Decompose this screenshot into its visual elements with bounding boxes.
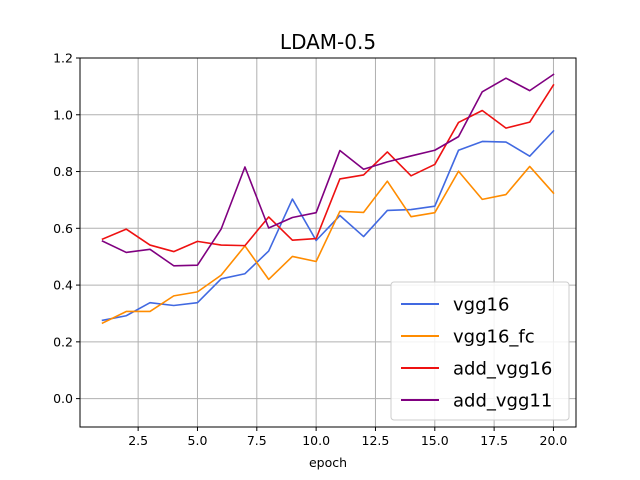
series-line-vgg16-fc: [101, 165, 555, 325]
y-tick-label: 0.8: [53, 164, 73, 179]
x-tick-label: 20.0: [540, 433, 568, 448]
tick-layer: 2.5 5.0 7.5 10.0 12.5 15.0 17.5 20.0 0.0 0.2 0.4 0.…: [53, 51, 567, 449]
legend-label-add-vgg11: add_vgg11: [453, 391, 552, 412]
legend-label-vgg16: vgg16: [453, 295, 509, 316]
x-axis-title: epoch: [309, 455, 347, 470]
x-tick-label: 10.0: [302, 433, 330, 448]
series-line-add-vgg16: [101, 83, 555, 253]
legend: vgg16 vgg16_fc add_vgg16 add_vgg11: [390, 281, 570, 421]
x-tick-label: 5.0: [188, 433, 208, 448]
x-tick-label: 12.5: [362, 433, 390, 448]
y-tick-label: 0.0: [53, 391, 73, 406]
x-tick-label: 17.5: [480, 433, 508, 448]
y-tick-label: 0.2: [53, 334, 73, 349]
y-tick-label: 0.4: [53, 278, 73, 293]
legend-label-add-vgg16: add_vgg16: [453, 359, 552, 380]
y-tick-label: 1.2: [53, 51, 73, 66]
plot-frame: [79, 57, 577, 428]
x-tick-label: 7.5: [247, 433, 267, 448]
legend-box: [390, 281, 570, 421]
x-tick-label: 15.0: [421, 433, 449, 448]
series-line-add-vgg11: [101, 73, 555, 267]
chart-title: LDAM-0.5: [280, 30, 376, 54]
y-tick-label: 0.6: [53, 221, 73, 236]
x-tick-label: 2.5: [128, 433, 148, 448]
series-line-vgg16: [101, 129, 555, 322]
series-layer: [101, 73, 555, 325]
legend-label-vgg16-fc: vgg16_fc: [453, 327, 535, 348]
y-tick-label: 1.0: [53, 107, 73, 122]
